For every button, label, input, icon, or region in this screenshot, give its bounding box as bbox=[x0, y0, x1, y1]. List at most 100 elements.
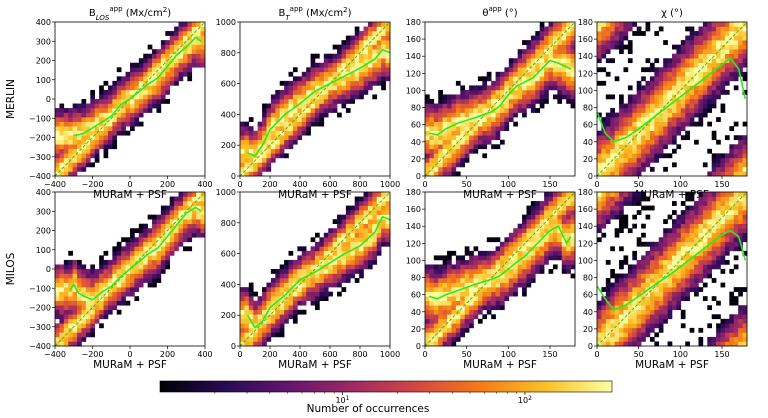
mean-curve bbox=[246, 215, 391, 329]
y-tick-label: 800 bbox=[221, 219, 236, 228]
y-tick-label: 400 bbox=[221, 110, 236, 119]
y-tick-label: −400 bbox=[29, 172, 51, 181]
y-tick-label: 180 bbox=[406, 188, 421, 197]
y-tick-label: −300 bbox=[29, 323, 51, 332]
y-tick-label: 40 bbox=[583, 138, 593, 147]
y-tick-label: 80 bbox=[411, 274, 421, 283]
x-tick-label: 150 bbox=[542, 180, 557, 189]
x-tick-label: 50 bbox=[634, 350, 644, 359]
x-tick-label: 800 bbox=[352, 180, 367, 189]
y-tick-label: 400 bbox=[36, 18, 51, 27]
x-tick-label: 0 bbox=[237, 350, 242, 359]
y-tick-label: 0 bbox=[231, 172, 236, 181]
x-tick-label: 0 bbox=[237, 180, 242, 189]
x-axis-label: MURaM + PSF bbox=[463, 189, 537, 201]
x-tick-label: 0 bbox=[422, 180, 427, 189]
one-to-one-line bbox=[424, 191, 576, 347]
panel-title-bt: BTapp (Mx/cm2) bbox=[279, 5, 352, 22]
heatmap-bins bbox=[425, 192, 576, 347]
x-tick-label: 1000 bbox=[380, 180, 400, 189]
y-tick-label: 0 bbox=[231, 342, 236, 351]
x-tick-label: 150 bbox=[714, 350, 729, 359]
panel-title-chi: χ (°) bbox=[661, 8, 683, 19]
y-tick-label: 100 bbox=[578, 86, 593, 95]
x-tick-label: 600 bbox=[322, 350, 337, 359]
panel-theta-milos: 0 20 40 60 80 100 120 140 160 180 0 50 100 150 MURaM +… bbox=[406, 188, 576, 371]
mean-curve bbox=[429, 59, 572, 136]
y-tick-label: 0 bbox=[588, 342, 593, 351]
heatmap-bins bbox=[597, 192, 748, 347]
y-tick-label: 20 bbox=[411, 325, 421, 334]
one-to-one-line bbox=[239, 191, 391, 347]
y-tick-label: 1000 bbox=[216, 188, 236, 197]
y-tick-label: 180 bbox=[578, 188, 593, 197]
x-tick-label: 50 bbox=[634, 180, 644, 189]
y-tick-label: 60 bbox=[583, 291, 593, 300]
panel-bt-milos: 0 200 400 600 800 1000 0 200 400 600 800 1000 MURaM … bbox=[216, 188, 401, 371]
x-axis-label: MURaM + PSF bbox=[278, 189, 352, 201]
x-tick-label: 400 bbox=[292, 180, 307, 189]
y-tick-label: 120 bbox=[406, 239, 421, 248]
heatmap-bins bbox=[55, 192, 206, 347]
panel-title-blos: BLOSapp (Mx/cm2) bbox=[89, 5, 171, 22]
y-tick-label: 60 bbox=[411, 121, 421, 130]
y-tick-label: 600 bbox=[221, 250, 236, 259]
y-tick-label: 40 bbox=[583, 308, 593, 317]
y-tick-label: 800 bbox=[221, 49, 236, 58]
heatmap-bins bbox=[240, 22, 391, 177]
y-tick-label: −200 bbox=[29, 134, 51, 143]
x-tick-label: 400 bbox=[197, 350, 212, 359]
y-tick-label: 160 bbox=[406, 205, 421, 214]
y-tick-label: 100 bbox=[578, 256, 593, 265]
x-tick-label: 150 bbox=[714, 180, 729, 189]
colorbar-tick-label: 101 bbox=[335, 395, 349, 405]
y-tick-label: 140 bbox=[578, 52, 593, 61]
x-tick-label: 0 bbox=[127, 350, 132, 359]
one-to-one-line bbox=[424, 21, 576, 177]
mean-curve bbox=[428, 225, 572, 300]
y-tick-label: 20 bbox=[583, 325, 593, 334]
y-tick-label: −200 bbox=[29, 304, 51, 313]
x-tick-label: 200 bbox=[160, 350, 175, 359]
y-tick-label: 140 bbox=[578, 222, 593, 231]
x-tick-label: 100 bbox=[501, 180, 516, 189]
colorbar-gradient bbox=[159, 380, 613, 393]
y-tick-label: 0 bbox=[416, 172, 421, 181]
mean-curve bbox=[247, 48, 391, 157]
x-tick-label: −200 bbox=[82, 180, 104, 189]
y-tick-label: −400 bbox=[29, 342, 51, 351]
y-tick-label: 40 bbox=[411, 138, 421, 147]
y-tick-label: 400 bbox=[221, 280, 236, 289]
y-tick-label: 200 bbox=[221, 141, 236, 150]
y-tick-label: −100 bbox=[29, 284, 51, 293]
x-tick-label: 200 bbox=[262, 180, 277, 189]
colorbar: 101 102 Number of occurrences bbox=[159, 380, 613, 415]
panel-title-theta: θapp (°) bbox=[482, 5, 517, 19]
y-tick-label: 600 bbox=[221, 80, 236, 89]
mean-curve bbox=[596, 56, 747, 143]
y-tick-label: 80 bbox=[411, 104, 421, 113]
y-tick-label: 140 bbox=[406, 222, 421, 231]
y-tick-label: 80 bbox=[583, 104, 593, 113]
row-label-milos: MILOS bbox=[5, 252, 17, 285]
y-tick-label: 20 bbox=[411, 155, 421, 164]
y-tick-label: 180 bbox=[406, 18, 421, 27]
x-tick-label: 200 bbox=[262, 350, 277, 359]
y-tick-label: 160 bbox=[578, 205, 593, 214]
y-tick-label: 400 bbox=[36, 188, 51, 197]
y-tick-label: 60 bbox=[411, 291, 421, 300]
axes-frame bbox=[239, 191, 391, 347]
axes-frame bbox=[424, 191, 576, 347]
y-tick-label: 140 bbox=[406, 52, 421, 61]
x-tick-label: 0 bbox=[594, 350, 599, 359]
x-tick-label: −200 bbox=[82, 350, 104, 359]
x-tick-label: 800 bbox=[352, 350, 367, 359]
x-tick-label: 100 bbox=[501, 350, 516, 359]
colorbar-label: Number of occurrences bbox=[307, 403, 430, 415]
y-tick-label: 0 bbox=[46, 265, 51, 274]
y-tick-label: 180 bbox=[578, 18, 593, 27]
axes-frame bbox=[424, 21, 576, 177]
